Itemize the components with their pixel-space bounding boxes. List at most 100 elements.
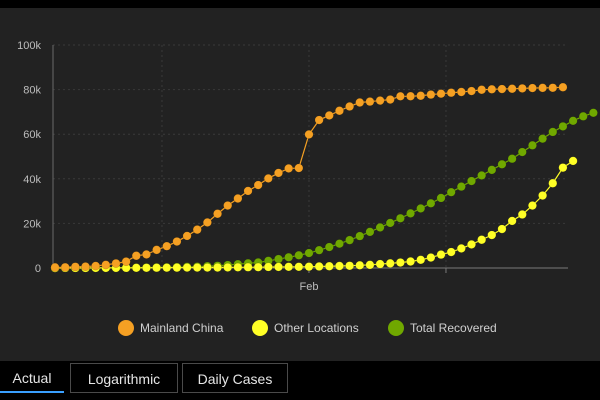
data-point	[375, 96, 385, 106]
legend-label: Mainland China	[140, 321, 224, 335]
data-point	[253, 180, 263, 190]
data-point	[456, 182, 466, 192]
data-point	[304, 262, 314, 272]
legend-label: Other Locations	[274, 321, 359, 335]
data-point	[406, 208, 416, 218]
data-point	[284, 262, 294, 272]
data-point	[324, 110, 334, 120]
data-point	[568, 116, 578, 126]
data-point	[243, 186, 253, 196]
data-point	[294, 250, 304, 260]
y-tick-label: 100k	[17, 40, 41, 52]
data-point	[558, 163, 568, 173]
line-chart: 0 20k 40k 60k 80k 100k Feb Mainland China Other …	[17, 40, 598, 336]
data-point	[334, 106, 344, 116]
data-point	[284, 163, 294, 173]
data-point	[233, 194, 243, 203]
data-point	[274, 262, 283, 272]
data-point	[487, 230, 497, 240]
data-point	[395, 258, 405, 267]
data-point	[324, 242, 334, 252]
data-point	[172, 263, 182, 273]
data-point	[324, 261, 334, 271]
data-point	[416, 204, 426, 213]
data-point	[507, 84, 517, 94]
data-point	[538, 191, 548, 200]
data-point	[253, 262, 263, 272]
data-point	[162, 241, 172, 251]
tab-daily-cases[interactable]: Daily Cases	[182, 363, 288, 393]
data-point	[142, 263, 151, 273]
x-tick-label: Feb	[299, 281, 318, 293]
legend-label: Total Recovered	[410, 321, 497, 335]
data-point	[527, 201, 537, 211]
y-tick-label: 0	[35, 263, 41, 275]
data-point	[182, 231, 192, 241]
chart-panel: 0 20k 40k 60k 80k 100k Feb Mainland China Other …	[0, 8, 600, 361]
data-point	[152, 245, 162, 255]
legend-marker	[118, 320, 134, 336]
data-point	[406, 91, 416, 101]
data-point	[548, 178, 558, 188]
data-point	[548, 127, 558, 137]
data-point	[345, 235, 355, 245]
data-point	[304, 129, 314, 139]
data-point	[406, 257, 416, 266]
data-point	[548, 83, 558, 93]
data-point	[467, 176, 476, 186]
data-point	[507, 216, 517, 226]
tab-actual[interactable]: Actual	[0, 363, 64, 393]
y-tick-label: 60k	[23, 129, 41, 141]
data-point	[334, 261, 344, 271]
data-point	[334, 239, 344, 249]
data-point	[365, 260, 375, 270]
data-point	[101, 260, 111, 270]
data-point	[202, 263, 212, 272]
data-point	[568, 156, 578, 166]
data-point	[81, 262, 90, 272]
data-point	[395, 91, 405, 101]
data-point	[456, 87, 466, 97]
tab-bar: Actual Logarithmic Daily Cases	[0, 361, 600, 400]
data-point	[50, 262, 60, 272]
data-point	[152, 263, 162, 273]
data-point	[477, 85, 487, 95]
data-point	[263, 173, 273, 183]
data-point	[416, 91, 426, 101]
data-point	[294, 163, 304, 173]
data-point	[131, 251, 141, 261]
data-point	[192, 225, 202, 235]
data-point	[213, 209, 223, 219]
tab-logarithmic[interactable]: Logarithmic	[70, 363, 178, 393]
data-point	[558, 82, 568, 92]
data-point	[162, 263, 172, 273]
data-point	[345, 102, 355, 111]
data-point	[487, 165, 497, 175]
data-point	[487, 84, 497, 94]
data-point	[578, 111, 588, 121]
data-point	[436, 193, 446, 203]
data-point	[60, 262, 70, 272]
data-point	[355, 260, 365, 270]
data-point	[467, 239, 476, 249]
data-point	[588, 108, 598, 118]
data-point	[223, 201, 233, 210]
data-point	[375, 259, 385, 269]
data-point	[395, 213, 405, 223]
data-point	[182, 263, 192, 273]
data-point	[202, 217, 212, 227]
data-point	[192, 263, 202, 273]
data-point	[274, 254, 283, 264]
series-line	[55, 160, 574, 269]
data-point	[477, 171, 487, 180]
data-point	[375, 222, 385, 232]
data-point	[243, 262, 253, 272]
data-point	[355, 98, 365, 107]
data-point	[467, 86, 476, 96]
data-point	[294, 262, 304, 272]
data-point	[111, 258, 121, 268]
y-tick-label: 20k	[23, 218, 41, 230]
data-point	[314, 245, 324, 255]
data-point	[446, 247, 456, 257]
data-point	[426, 253, 436, 262]
